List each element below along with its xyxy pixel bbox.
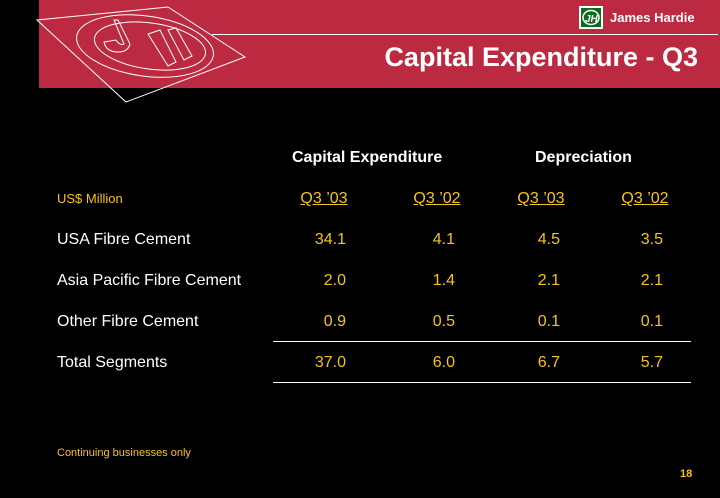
column-header: Q3 ’02 (413, 190, 461, 207)
row-label: Total Segments (57, 354, 168, 371)
column-header: Q3 ’02 (621, 190, 669, 207)
cell: 5.7 (640, 354, 663, 371)
cell: 1.4 (432, 272, 455, 289)
cell: 0.1 (537, 313, 560, 330)
column-header: Q3 ’03 (517, 190, 565, 207)
svg-text:JH: JH (585, 14, 599, 25)
group-header-depreciation: Depreciation (535, 149, 632, 166)
cell: 2.0 (323, 272, 346, 289)
footnote: Continuing businesses only (57, 447, 191, 459)
cell: 0.1 (640, 313, 663, 330)
unit-label: US$ Million (57, 191, 123, 206)
cell: 34.1 (314, 231, 346, 248)
cell: 3.5 (640, 231, 663, 248)
row-label: Asia Pacific Fibre Cement (57, 272, 242, 289)
cell: 4.1 (432, 231, 455, 248)
header-band (39, 0, 720, 88)
jh-logo-outline-icon (35, 6, 247, 103)
divider (273, 341, 691, 342)
page-title: Capital Expenditure - Q3 (384, 42, 698, 72)
header-rule (212, 34, 718, 35)
group-header-capex: Capital Expenditure (292, 149, 443, 166)
brand-name: James Hardie (610, 10, 695, 25)
brand-logo: JH James Hardie (579, 6, 695, 29)
cell: 6.7 (537, 354, 560, 371)
cell: 2.1 (537, 272, 560, 289)
cell: 6.0 (432, 354, 455, 371)
row-label: USA Fibre Cement (57, 231, 191, 248)
column-header: Q3 ’03 (300, 190, 348, 207)
jh-badge-icon: JH (579, 6, 603, 29)
page-number: 18 (680, 468, 693, 480)
cell: 2.1 (640, 272, 663, 289)
cell: 4.5 (537, 231, 560, 248)
divider (273, 382, 691, 383)
cell: 0.9 (323, 313, 346, 330)
cell: 0.5 (432, 313, 455, 330)
cell: 37.0 (314, 354, 346, 371)
row-label: Other Fibre Cement (57, 313, 199, 330)
